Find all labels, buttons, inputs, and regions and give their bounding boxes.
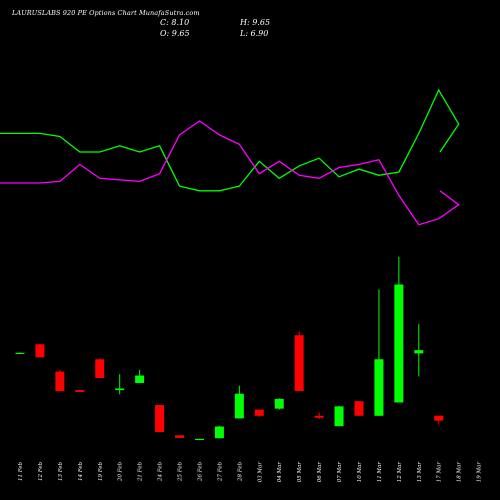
candle — [95, 358, 105, 379]
x-tick-label: 14 Feb — [78, 462, 84, 482]
x-tick-label: 06 Mar — [317, 462, 323, 483]
x-tick-label: 17 Mar — [437, 462, 443, 483]
x-tick-label: 19 Mar — [477, 462, 483, 483]
candle-body — [354, 401, 364, 416]
x-tick-label: 27 Feb — [217, 462, 223, 483]
x-tick-label: 13 Feb — [58, 462, 64, 482]
open-value: O: 9.65 — [160, 29, 190, 38]
x-tick-label: 25 Feb — [178, 462, 184, 483]
x-axis-labels: 11 Feb 12 Feb 13 Feb 14 Feb 19 Feb 20 Feb 21 F… — [18, 462, 483, 483]
close-value: C: 8.10 — [160, 18, 190, 27]
candle — [274, 398, 284, 410]
x-tick-label: 24 Feb — [158, 462, 164, 483]
x-tick-label: 07 Mar — [337, 462, 343, 483]
candle-body — [294, 335, 304, 392]
high-value: H: 9.65 — [240, 18, 271, 27]
x-tick-label: 03 Mar — [257, 462, 263, 483]
candle-body — [374, 359, 384, 416]
candle-body — [95, 359, 105, 379]
x-tick-label: 20 Feb — [118, 462, 124, 483]
candle-body — [274, 398, 284, 409]
chart-title: LAURUSLABS 920 PE Options Chart MunafaSu… — [12, 9, 200, 17]
x-tick-label: 11 Mar — [377, 462, 383, 483]
candle-body — [254, 409, 264, 416]
candle — [35, 343, 45, 358]
candle — [414, 323, 424, 377]
candle — [334, 405, 344, 427]
indicator-lines — [0, 88, 460, 226]
low-value: L: 6.90 — [240, 29, 269, 38]
candle — [55, 369, 65, 392]
candle — [194, 438, 204, 441]
candle-body — [175, 435, 185, 438]
candle-body — [414, 350, 424, 354]
candle-body — [334, 406, 344, 427]
candle-body — [314, 415, 324, 418]
candle-body — [214, 426, 224, 439]
x-tick-label: 19 Feb — [98, 462, 104, 482]
candle-body — [155, 405, 165, 433]
candle-body — [15, 352, 25, 354]
x-tick-label: 26 Feb — [197, 462, 203, 483]
candle-body — [55, 371, 65, 392]
x-tick-label: 11 Feb — [18, 462, 24, 482]
candle — [155, 405, 165, 433]
x-tick-label: 28 Feb — [237, 462, 243, 483]
x-tick-label: 12 Feb — [38, 462, 44, 482]
x-tick-label: 18 Mar — [457, 462, 463, 483]
indicator-line-1 — [0, 88, 460, 192]
candle — [175, 435, 185, 438]
x-tick-label: 05 Mar — [297, 462, 303, 483]
candle — [434, 415, 444, 425]
x-tick-label: 21 Feb — [138, 462, 144, 483]
candle-body — [194, 438, 204, 441]
candle — [135, 369, 145, 383]
x-tick-label: 04 Mar — [277, 462, 283, 483]
candle — [394, 256, 404, 403]
candle — [214, 425, 224, 439]
x-tick-label: 12 Mar — [397, 462, 403, 483]
candle-body — [35, 344, 45, 358]
candle-body — [115, 388, 125, 391]
candle — [374, 289, 384, 416]
candle-body — [135, 375, 145, 383]
candle — [314, 412, 324, 420]
indicator-line-2 — [0, 120, 460, 226]
candle — [254, 409, 264, 418]
x-tick-label: 10 Mar — [357, 462, 363, 483]
candle-body — [75, 390, 85, 393]
candle — [234, 385, 244, 419]
candles — [15, 256, 444, 441]
candle — [294, 331, 304, 392]
candle — [75, 389, 85, 393]
candle — [115, 374, 125, 395]
candle — [15, 352, 25, 355]
candle-body — [234, 393, 244, 419]
candle-body — [394, 284, 404, 403]
candle — [354, 401, 364, 416]
candle-body — [434, 415, 444, 421]
x-tick-label: 13 Mar — [417, 462, 423, 483]
